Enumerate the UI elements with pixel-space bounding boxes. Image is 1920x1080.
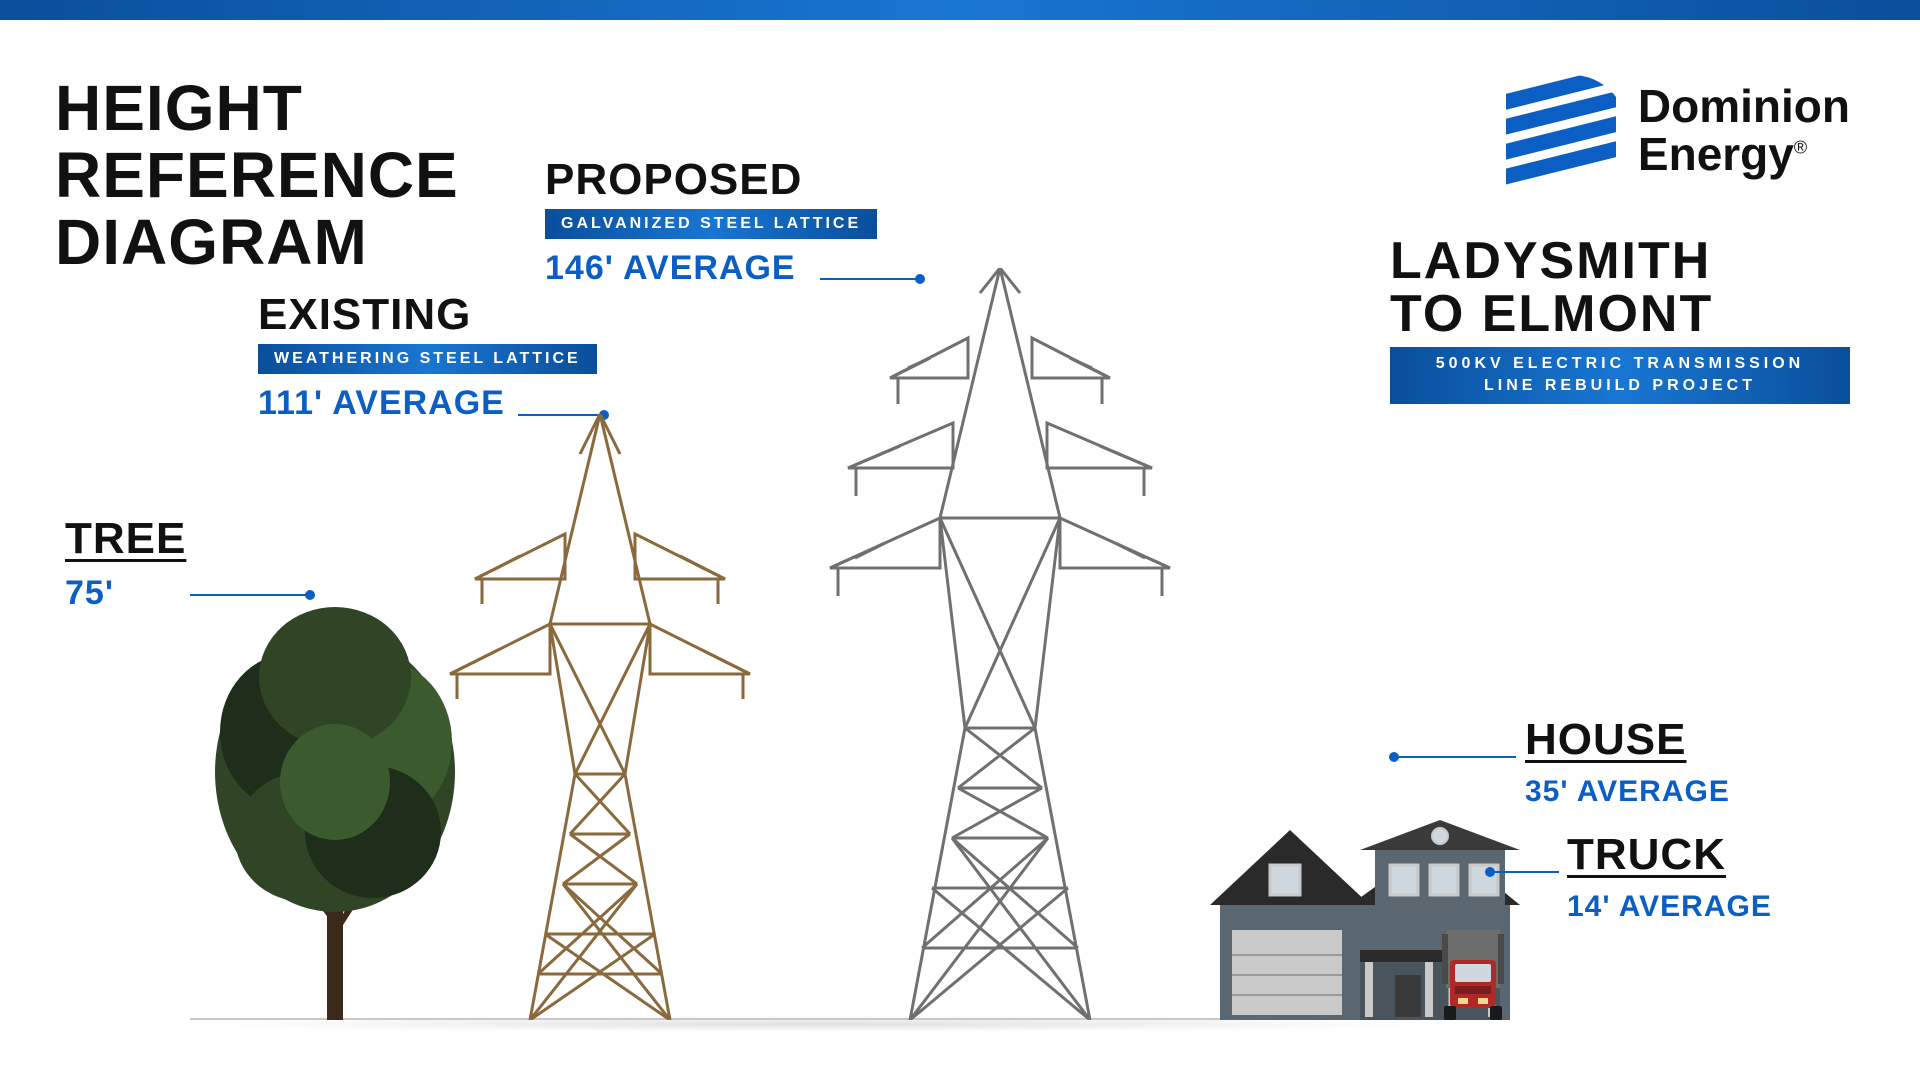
diagram-stage: HEIGHT REFERENCE DIAGRAM Dominion Energy… [0, 20, 1920, 1080]
label-house: HOUSE 35' AVERAGE [1525, 715, 1730, 809]
label-existing: EXISTING WEATHERING STEEL LATTICE 111' A… [258, 290, 597, 423]
page-title: HEIGHT REFERENCE DIAGRAM [55, 75, 459, 277]
title-line-2: REFERENCE [55, 142, 459, 209]
proposed-heading: PROPOSED [545, 155, 877, 205]
dominion-mark-icon [1506, 75, 1616, 185]
top-accent-bar [0, 0, 1920, 20]
brand-line-2: Energy® [1638, 130, 1850, 178]
house-height: 35' AVERAGE [1525, 775, 1730, 809]
label-truck: TRUCK 14' AVERAGE [1567, 830, 1772, 924]
house-heading: HOUSE [1525, 715, 1730, 765]
existing-sublabel-pill: WEATHERING STEEL LATTICE [258, 344, 597, 374]
title-line-3: DIAGRAM [55, 209, 459, 276]
tree-height: 75' [65, 574, 186, 613]
project-subtitle-pill: 500KV ELECTRIC TRANSMISSION LINE REBUILD… [1390, 347, 1850, 404]
truck-icon [1438, 924, 1508, 1020]
brand-name: Dominion Energy® [1638, 82, 1850, 179]
tree-heading: TREE [65, 514, 186, 564]
leader-truck [1490, 871, 1559, 873]
lattice-tower-existing-icon [420, 414, 780, 1020]
truck-heading: TRUCK [1567, 830, 1772, 880]
leader-house [1394, 756, 1516, 758]
project-title-line-1: LADYSMITH [1390, 235, 1850, 288]
truck-object [1438, 924, 1508, 1020]
truck-height: 14' AVERAGE [1567, 890, 1772, 924]
title-line-1: HEIGHT [55, 75, 459, 142]
lattice-tower-proposed-icon [800, 268, 1200, 1020]
brand-logo: Dominion Energy® [1506, 75, 1850, 185]
label-tree: TREE 75' [65, 514, 186, 613]
brand-line-1: Dominion [1638, 82, 1850, 130]
proposed-tower [800, 268, 1200, 1020]
existing-heading: EXISTING [258, 290, 597, 340]
project-title: LADYSMITH TO ELMONT [1390, 235, 1850, 341]
project-block: LADYSMITH TO ELMONT 500KV ELECTRIC TRANS… [1390, 235, 1850, 404]
existing-tower [420, 414, 780, 1020]
proposed-sublabel-pill: GALVANIZED STEEL LATTICE [545, 209, 877, 239]
project-title-line-2: TO ELMONT [1390, 288, 1850, 341]
